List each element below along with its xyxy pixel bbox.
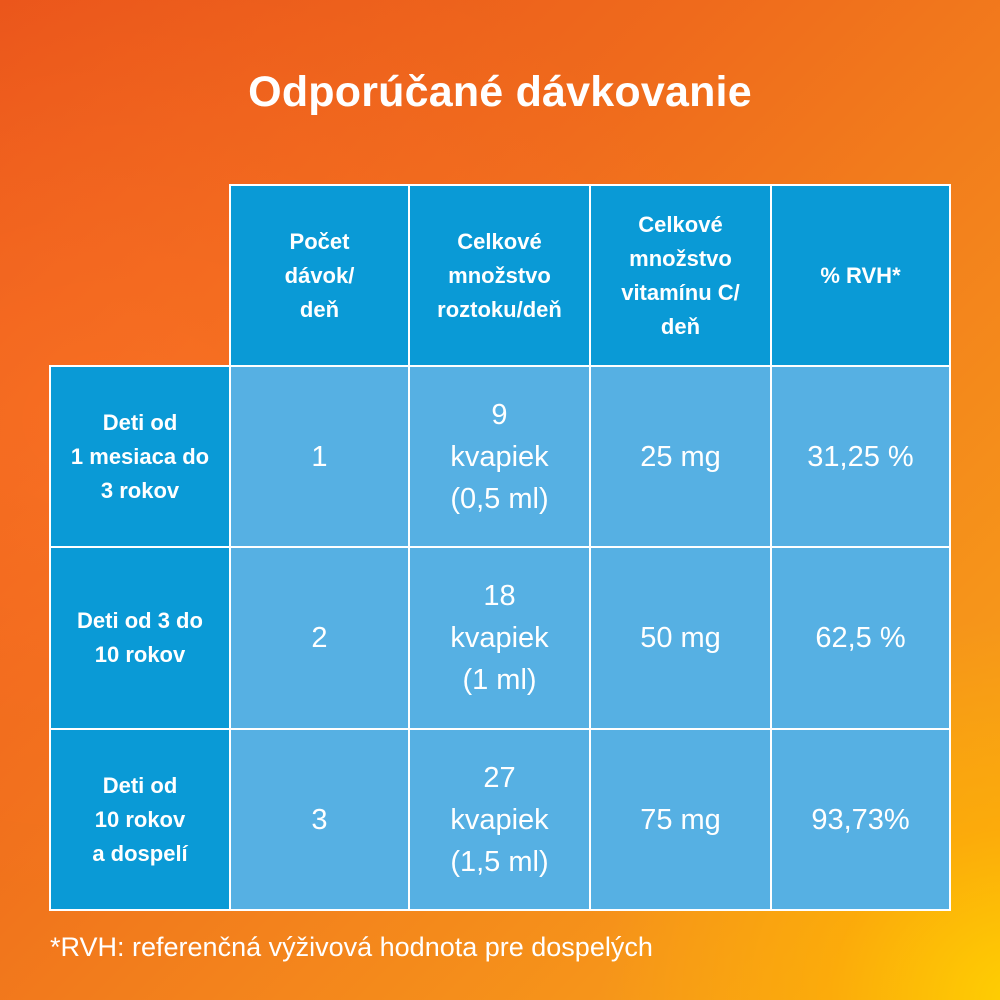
doses-cell: 3 bbox=[229, 728, 410, 911]
vitamin-c-cell: 25 mg bbox=[589, 365, 772, 548]
row-label: Deti od 10 rokov a dospelí bbox=[49, 728, 231, 911]
header-total-solution: Celkové množstvo roztoku/deň bbox=[408, 184, 591, 367]
row-label: Deti od 3 do 10 rokov bbox=[49, 546, 231, 730]
vitamin-c-cell: 75 mg bbox=[589, 728, 772, 911]
doses-cell: 1 bbox=[229, 365, 410, 548]
footnote: *RVH: referenčná výživová hodnota pre do… bbox=[50, 932, 653, 962]
row-label: Deti od 1 mesiaca do 3 rokov bbox=[49, 365, 231, 548]
header-rvh: % RVH* bbox=[770, 184, 951, 367]
solution-cell: 27 kvapiek (1,5 ml) bbox=[408, 728, 591, 911]
vitamin-c-cell: 50 mg bbox=[589, 546, 772, 730]
doses-cell: 2 bbox=[229, 546, 410, 730]
page-title: Odporúčané dávkovanie bbox=[248, 68, 752, 116]
rvh-cell: 93,73% bbox=[770, 728, 951, 911]
solution-cell: 18 kvapiek (1 ml) bbox=[408, 546, 591, 730]
rvh-cell: 31,25 % bbox=[770, 365, 951, 548]
header-total-vitamin-c: Celkové množstvo vitamínu C/ deň bbox=[589, 184, 772, 367]
header-doses-per-day: Počet dávok/ deň bbox=[229, 184, 410, 367]
solution-cell: 9 kvapiek (0,5 ml) bbox=[408, 365, 591, 548]
rvh-cell: 62,5 % bbox=[770, 546, 951, 730]
